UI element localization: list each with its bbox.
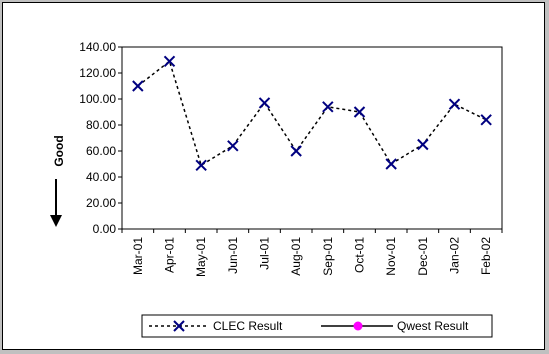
x-axis: Mar-01 Apr-01 May-01 Jun-01 Jul-01 Aug-01 Sep-… bbox=[121, 229, 503, 277]
data-point-marker bbox=[480, 114, 492, 126]
legend: CLEC Result Qwest Result bbox=[141, 314, 493, 338]
data-point-marker bbox=[385, 158, 397, 170]
y-tick-label: 20.00 bbox=[86, 196, 116, 210]
legend-item-qwest: Qwest Result bbox=[321, 319, 469, 333]
good-annotation: Good bbox=[52, 135, 66, 166]
legend-item-clec: CLEC Result bbox=[149, 319, 283, 333]
x-tick-label: Mar-01 bbox=[131, 237, 145, 275]
data-point-marker bbox=[290, 145, 302, 157]
y-tick-label: 100.00 bbox=[79, 92, 116, 106]
legend-label-qwest: Qwest Result bbox=[397, 319, 469, 333]
y-tick-label: 140.00 bbox=[79, 40, 116, 54]
x-tick-label: Sep-01 bbox=[321, 237, 335, 276]
x-tick-label: Apr-01 bbox=[163, 237, 177, 273]
x-tick-label: Nov-01 bbox=[384, 237, 398, 276]
x-tick-label: Dec-01 bbox=[416, 237, 430, 276]
legend-marker-x-icon bbox=[173, 320, 185, 332]
data-point-marker bbox=[132, 80, 144, 92]
data-point-marker bbox=[322, 101, 334, 113]
y-tick-label: 0.00 bbox=[93, 222, 117, 236]
y-tick-label: 120.00 bbox=[79, 66, 116, 80]
series-line bbox=[137, 60, 487, 167]
x-tick-label: Oct-01 bbox=[353, 237, 367, 273]
x-tick-label: Aug-01 bbox=[289, 237, 303, 276]
legend-label-clec: CLEC Result bbox=[213, 319, 283, 333]
x-tick-label: May-01 bbox=[194, 237, 208, 277]
data-point-marker bbox=[163, 55, 176, 68]
chart-frame: 0.00 20.00 40.00 60.00 80.00 100.00 120.00 140.… bbox=[2, 2, 545, 350]
x-tick-label: Jan-02 bbox=[448, 237, 462, 274]
data-point-marker bbox=[417, 138, 429, 151]
plot-area bbox=[121, 46, 503, 230]
series-layer bbox=[132, 55, 492, 172]
y-tick-label: 80.00 bbox=[86, 118, 116, 132]
data-point-marker bbox=[227, 140, 239, 152]
y-axis: 0.00 20.00 40.00 60.00 80.00 100.00 120.00 140.… bbox=[79, 40, 122, 236]
data-point-marker bbox=[258, 97, 271, 109]
data-point-marker bbox=[353, 106, 366, 118]
x-tick-label: Jul-01 bbox=[258, 237, 272, 270]
legend-box bbox=[141, 314, 493, 338]
chart-canvas: 0.00 20.00 40.00 60.00 80.00 100.00 120.00 140.… bbox=[50, 40, 503, 338]
data-point-marker bbox=[448, 98, 461, 110]
y-tick-label: 40.00 bbox=[86, 170, 116, 184]
down-arrow-icon bbox=[50, 179, 62, 227]
data-point-marker bbox=[195, 159, 207, 172]
legend-marker-circle-icon bbox=[353, 321, 363, 331]
x-tick-label: Feb-02 bbox=[479, 237, 493, 275]
y-tick-label: 60.00 bbox=[86, 144, 116, 158]
x-tick-label: Jun-01 bbox=[226, 237, 240, 274]
